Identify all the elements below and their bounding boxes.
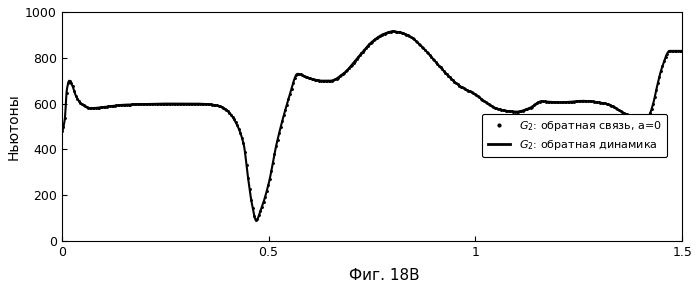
Y-axis label: Ньютоны: Ньютоны [7,93,21,160]
Text: Фиг. 18В: Фиг. 18В [349,268,420,283]
Legend: $G_2$: обратная связь, a=0, $G_2$: обратная динамика: $G_2$: обратная связь, a=0, $G_2$: обрат… [482,114,668,157]
